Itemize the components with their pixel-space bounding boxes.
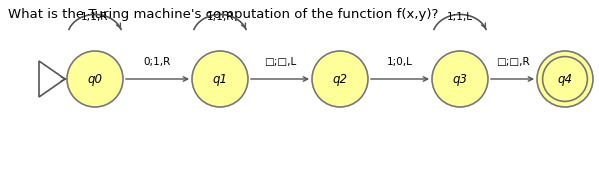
Circle shape bbox=[432, 51, 488, 107]
Circle shape bbox=[67, 51, 123, 107]
Circle shape bbox=[312, 51, 368, 107]
Text: q0: q0 bbox=[87, 73, 102, 85]
Text: q3: q3 bbox=[452, 73, 467, 85]
Text: 0;1,R: 0;1,R bbox=[144, 57, 171, 67]
Text: 1;0,L: 1;0,L bbox=[387, 57, 413, 67]
Circle shape bbox=[192, 51, 248, 107]
Text: q2: q2 bbox=[332, 73, 347, 85]
Text: 1;1,R: 1;1,R bbox=[206, 12, 234, 22]
Text: What is the Turing machine's computation of the function f(x,y)?: What is the Turing machine's computation… bbox=[8, 8, 438, 21]
Text: □;□,L: □;□,L bbox=[264, 57, 296, 67]
Circle shape bbox=[537, 51, 593, 107]
Text: q1: q1 bbox=[213, 73, 228, 85]
Text: q4: q4 bbox=[558, 73, 573, 85]
Text: □;□,R: □;□,R bbox=[496, 57, 530, 67]
Text: 1;1,L: 1;1,L bbox=[447, 12, 473, 22]
Text: 1;1,R: 1;1,R bbox=[81, 12, 108, 22]
